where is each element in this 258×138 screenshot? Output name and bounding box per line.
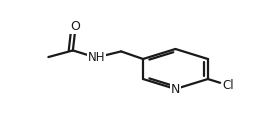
- Text: N: N: [171, 83, 180, 95]
- Text: NH: NH: [88, 51, 105, 64]
- Text: Cl: Cl: [223, 79, 234, 92]
- Text: O: O: [70, 20, 80, 33]
